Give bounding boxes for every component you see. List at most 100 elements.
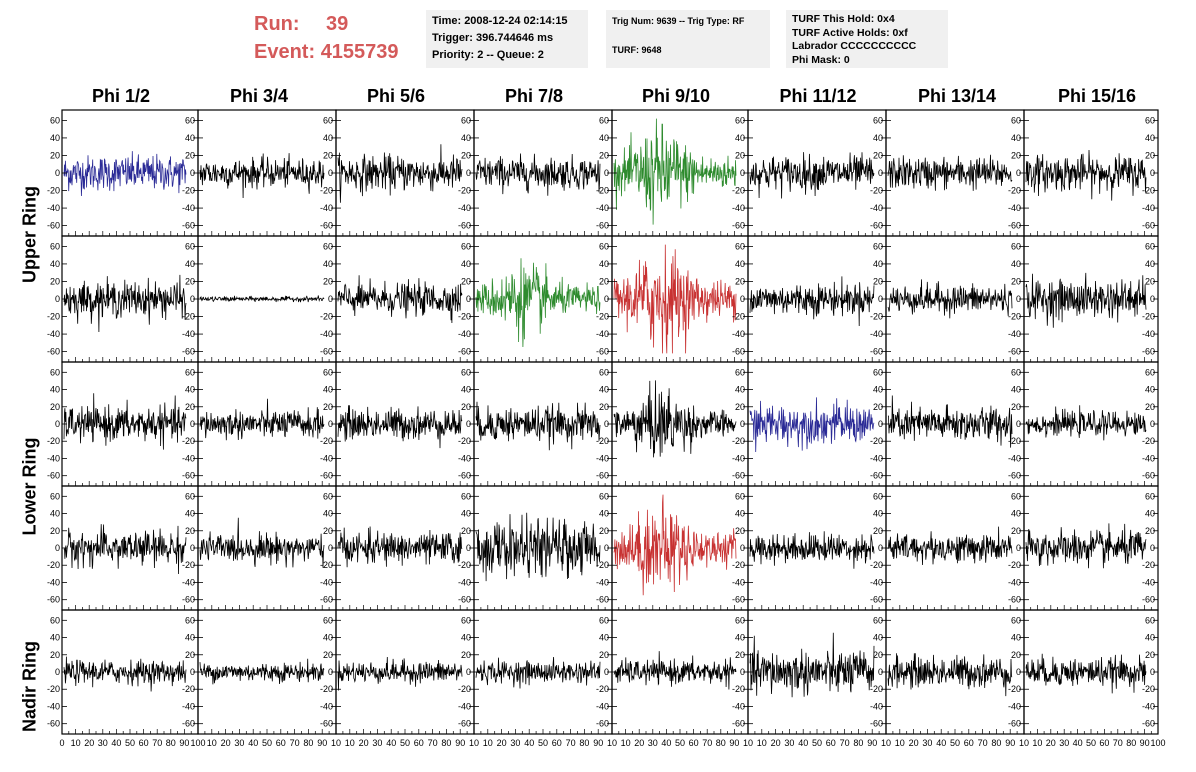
y-tick-label: 0 <box>55 667 60 677</box>
waveform-trace <box>199 658 325 685</box>
y-tick-label: -60 <box>320 595 333 605</box>
waveform-trace <box>749 632 875 698</box>
y-tick-label: 60 <box>873 615 883 625</box>
x-tick-label: 10 <box>207 738 217 748</box>
y-tick-label: -20 <box>47 312 60 322</box>
y-tick-label: -20 <box>596 436 609 446</box>
x-tick-label: 10 <box>1032 738 1042 748</box>
x-tick-label: 50 <box>538 738 548 748</box>
y-tick-label: 0 <box>1150 168 1155 178</box>
y-tick-label: -20 <box>1142 312 1155 322</box>
x-tick-label: 90 <box>1140 738 1150 748</box>
y-tick-label: -20 <box>1008 684 1021 694</box>
y-tick-label: 20 <box>185 276 195 286</box>
x-tick-label: 30 <box>234 738 244 748</box>
y-tick-label: 0 <box>604 543 609 553</box>
y-tick-label: -60 <box>1008 595 1021 605</box>
phi-header-3: Phi 5/6 <box>366 86 426 106</box>
y-tick-label: -40 <box>870 701 883 711</box>
y-tick-label: 0 <box>328 419 333 429</box>
y-tick-label: 20 <box>873 402 883 412</box>
x-tick-label: 60 <box>139 738 149 748</box>
turf-num-text: TURF: 9648 <box>612 45 662 55</box>
y-tick-label: -60 <box>1008 471 1021 481</box>
y-tick-label: 60 <box>1145 615 1155 625</box>
x-tick-label: 40 <box>798 738 808 748</box>
y-tick-label: -20 <box>596 560 609 570</box>
y-tick-label: 60 <box>735 615 745 625</box>
waveform-trace <box>475 258 601 348</box>
x-tick-label: 10 <box>607 738 617 748</box>
y-tick-label: 0 <box>55 294 60 304</box>
x-tick-label: 50 <box>1086 738 1096 748</box>
y-tick-label: 0 <box>190 168 195 178</box>
phi-header-5: Phi 9/10 <box>641 86 711 106</box>
y-tick-label: 40 <box>323 385 333 395</box>
y-tick-label: 20 <box>185 150 195 160</box>
y-tick-label: 20 <box>1145 276 1155 286</box>
y-tick-label: -20 <box>182 684 195 694</box>
waveform-trace <box>749 276 875 327</box>
waveform-trace <box>1025 653 1147 694</box>
x-tick-label: 70 <box>152 738 162 748</box>
run-label: Run: <box>254 13 300 35</box>
y-tick-label: -20 <box>732 312 745 322</box>
y-tick-label: -60 <box>458 719 471 729</box>
trigger-text: Trigger: 396.744646 ms <box>432 32 554 44</box>
y-tick-label: 40 <box>873 633 883 643</box>
phi-header-6: Phi 11/12 <box>779 86 857 106</box>
y-tick-label: -20 <box>320 684 333 694</box>
y-tick-label: 60 <box>1145 367 1155 377</box>
waveform-trace <box>63 524 187 575</box>
x-tick-label: 60 <box>826 738 836 748</box>
y-tick-label: -20 <box>732 560 745 570</box>
y-tick-label: 60 <box>735 491 745 501</box>
y-tick-label: -40 <box>320 701 333 711</box>
y-tick-label: -20 <box>182 186 195 196</box>
x-tick-label: 10 <box>881 738 891 748</box>
waveform-trace <box>475 153 601 196</box>
phi-header-8: Phi 15/16 <box>1057 86 1137 106</box>
waveform-trace <box>475 512 601 582</box>
y-tick-label: 20 <box>323 650 333 660</box>
y-tick-label: -20 <box>1142 186 1155 196</box>
y-tick-label: 20 <box>1011 526 1021 536</box>
x-tick-label: 90 <box>729 738 739 748</box>
y-tick-label: 40 <box>461 633 471 643</box>
y-tick-label: 40 <box>1145 385 1155 395</box>
y-tick-label: 20 <box>735 526 745 536</box>
waveform-trace <box>337 144 463 203</box>
y-tick-label: 0 <box>190 294 195 304</box>
y-tick-label: -40 <box>732 577 745 587</box>
y-tick-label: -20 <box>320 436 333 446</box>
y-tick-label: 20 <box>50 150 60 160</box>
x-tick-label: 70 <box>428 738 438 748</box>
x-tick-label: 50 <box>675 738 685 748</box>
y-tick-label: 0 <box>55 419 60 429</box>
y-tick-label: 60 <box>323 367 333 377</box>
y-tick-label: -40 <box>182 453 195 463</box>
labrador-text: Labrador CCCCCCCCCC <box>792 40 917 52</box>
y-tick-label: 20 <box>461 276 471 286</box>
y-tick-label: -20 <box>182 560 195 570</box>
y-tick-label: 0 <box>190 667 195 677</box>
y-tick-label: 60 <box>1145 115 1155 125</box>
waveform-trace <box>1025 405 1147 441</box>
x-tick-label: 0 <box>59 738 64 748</box>
y-tick-label: -60 <box>182 595 195 605</box>
y-tick-label: -40 <box>732 453 745 463</box>
y-tick-label: 20 <box>461 650 471 660</box>
y-tick-label: 40 <box>599 509 609 519</box>
y-tick-label: -60 <box>1142 347 1155 357</box>
event-label: Event: <box>254 41 316 63</box>
x-tick-label: 10 <box>331 738 341 748</box>
y-tick-label: 40 <box>323 509 333 519</box>
y-tick-label: -60 <box>458 595 471 605</box>
y-tick-label: -40 <box>182 701 195 711</box>
y-tick-label: -20 <box>458 186 471 196</box>
waveform-trace <box>749 152 875 199</box>
y-tick-label: -40 <box>1008 453 1021 463</box>
y-tick-label: 0 <box>55 168 60 178</box>
y-tick-label: -20 <box>458 436 471 446</box>
waveform-trace <box>199 517 325 568</box>
